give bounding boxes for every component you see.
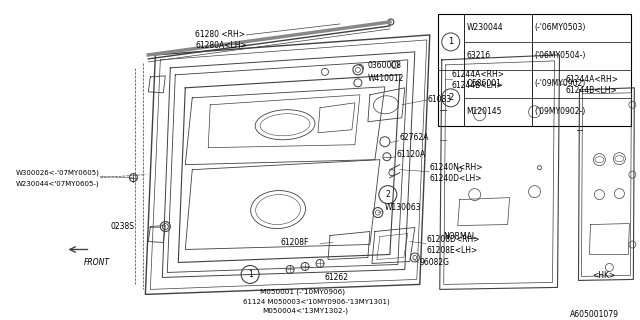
Circle shape (605, 263, 613, 271)
Text: 61244B<LH>: 61244B<LH> (452, 81, 504, 90)
Text: W130063: W130063 (385, 203, 422, 212)
Text: 61280A<LH>: 61280A<LH> (195, 41, 247, 51)
Text: 2: 2 (385, 190, 390, 199)
Text: ('06MY0504-): ('06MY0504-) (534, 52, 586, 60)
Circle shape (629, 171, 636, 178)
Circle shape (376, 210, 380, 215)
Circle shape (286, 266, 294, 274)
Bar (438, 14, 632, 126)
Circle shape (474, 109, 486, 121)
Text: M050004<'13MY1302-): M050004<'13MY1302-) (262, 307, 348, 314)
Text: <HK>: <HK> (593, 271, 616, 280)
Circle shape (383, 153, 391, 161)
Circle shape (163, 224, 168, 229)
Text: W300026<-'07MY0605): W300026<-'07MY0605) (15, 169, 99, 176)
Text: NORMAL: NORMAL (444, 232, 477, 241)
Text: W410012: W410012 (368, 74, 404, 83)
Circle shape (458, 168, 461, 172)
Circle shape (391, 61, 398, 68)
Text: 61208D<RH>: 61208D<RH> (427, 235, 480, 244)
Text: 61262: 61262 (325, 273, 349, 282)
Text: A605001079: A605001079 (570, 310, 618, 319)
Circle shape (614, 188, 625, 199)
Circle shape (613, 153, 625, 165)
Text: 61240D<LH>: 61240D<LH> (430, 174, 483, 183)
Text: ('09MY0902-): ('09MY0902-) (534, 107, 586, 116)
Circle shape (410, 253, 419, 262)
Text: 61244A<RH>: 61244A<RH> (452, 70, 505, 79)
Text: 63216: 63216 (467, 52, 491, 60)
Circle shape (593, 154, 605, 166)
Circle shape (354, 79, 362, 87)
Text: 96082G: 96082G (420, 258, 450, 267)
Text: 61244A<RH>: 61244A<RH> (566, 75, 618, 84)
Circle shape (129, 174, 138, 182)
Text: Q586001: Q586001 (467, 79, 502, 88)
Circle shape (595, 190, 604, 200)
Circle shape (538, 166, 541, 170)
Text: FRONT: FRONT (83, 258, 109, 267)
Text: 1: 1 (448, 37, 453, 46)
Circle shape (316, 260, 324, 268)
Circle shape (380, 137, 390, 147)
Text: W230044<'07MY0605-): W230044<'07MY0605-) (15, 180, 99, 187)
Text: 61244B<LH>: 61244B<LH> (566, 86, 617, 95)
Circle shape (388, 19, 394, 25)
Text: (-'09MY0902): (-'09MY0902) (534, 79, 586, 88)
Circle shape (241, 266, 259, 284)
Circle shape (353, 65, 363, 75)
Text: 61240N<RH>: 61240N<RH> (430, 163, 483, 172)
Circle shape (301, 262, 309, 270)
Circle shape (373, 208, 383, 218)
Text: 61280 <RH>: 61280 <RH> (195, 30, 245, 39)
Circle shape (321, 68, 328, 75)
Circle shape (379, 186, 397, 204)
Circle shape (468, 188, 481, 201)
Text: 61208E<LH>: 61208E<LH> (427, 246, 478, 255)
Text: 62762A: 62762A (400, 133, 429, 142)
Circle shape (529, 186, 541, 197)
Circle shape (356, 64, 364, 71)
Text: M120145: M120145 (467, 107, 502, 116)
Circle shape (442, 89, 460, 107)
Text: 61120A: 61120A (397, 150, 426, 159)
Circle shape (629, 101, 636, 108)
Text: 1: 1 (248, 270, 253, 279)
Circle shape (413, 255, 417, 260)
Circle shape (161, 221, 170, 232)
Text: 2: 2 (448, 93, 453, 102)
Text: M050001 (-'10MY0906): M050001 (-'10MY0906) (260, 288, 345, 295)
Text: 61124 M050003<'10MY0906-'13MY1301): 61124 M050003<'10MY0906-'13MY1301) (243, 298, 390, 305)
Text: 0360008: 0360008 (368, 61, 402, 70)
Circle shape (629, 241, 636, 248)
Text: 61083: 61083 (428, 95, 452, 104)
Text: 0238S: 0238S (111, 222, 134, 231)
Circle shape (529, 106, 541, 118)
Circle shape (355, 68, 360, 72)
Text: (-'06MY0503): (-'06MY0503) (534, 23, 586, 32)
Circle shape (389, 170, 395, 176)
Text: 61208F: 61208F (280, 238, 308, 247)
Text: W230044: W230044 (467, 23, 503, 32)
Circle shape (442, 33, 460, 51)
